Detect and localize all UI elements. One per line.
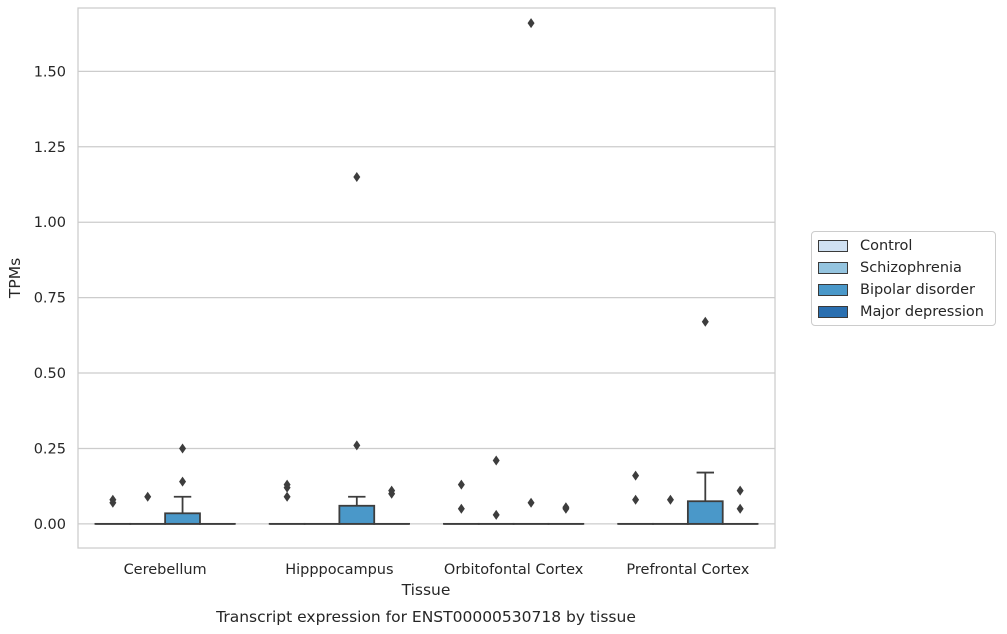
outlier-point-major-depression-prefrontal-cortex xyxy=(736,485,744,496)
legend-swatch-major-depression xyxy=(818,306,848,318)
y-tick-label: 0.00 xyxy=(34,517,66,533)
outlier-point-control-prefrontal-cortex xyxy=(632,494,640,505)
outliers-layer xyxy=(109,18,744,520)
outlier-point-major-depression-orbitofontal-cortex xyxy=(562,502,570,513)
x-tick-label-hipppocampus: Hipppocampus xyxy=(285,562,393,578)
outlier-point-control-orbitofontal-cortex xyxy=(457,479,465,490)
y-tick-label: 1.50 xyxy=(34,64,66,80)
outlier-point-schizophrenia-cerebellum xyxy=(144,491,152,502)
legend-swatch-bipolar-disorder xyxy=(818,284,848,296)
legend-item-bipolar-disorder: Bipolar disorder xyxy=(818,280,975,300)
outlier-point-schizophrenia-orbitofontal-cortex xyxy=(492,509,500,520)
legend-swatch-control xyxy=(818,240,848,252)
legend-swatch-schizophrenia xyxy=(818,262,848,274)
x-tick-labels: Cerebellum Hipppocampus Orbitofontal Corte… xyxy=(124,562,750,578)
y-tick-label: 0.25 xyxy=(34,441,66,457)
x-tick-label-prefrontal-cortex: Prefrontal Cortex xyxy=(626,562,749,578)
legend-label-control: Control xyxy=(860,238,913,254)
outlier-point-control-cerebellum xyxy=(109,494,117,505)
outlier-point-schizophrenia-prefrontal-cortex xyxy=(666,494,674,505)
legend-label-major-depression: Major depression xyxy=(860,304,984,320)
outlier-point-bipolar-disorder-cerebellum xyxy=(179,443,187,454)
outlier-point-schizophrenia-orbitofontal-cortex xyxy=(492,455,500,466)
outlier-point-major-depression-hipppocampus xyxy=(388,485,396,496)
outlier-point-major-depression-prefrontal-cortex xyxy=(736,503,744,514)
legend-label-bipolar-disorder: Bipolar disorder xyxy=(860,282,975,298)
y-tick-label: 0.75 xyxy=(34,291,66,307)
legend-item-major-depression: Major depression xyxy=(818,302,984,322)
outlier-point-bipolar-disorder-orbitofontal-cortex xyxy=(527,497,535,508)
outlier-point-control-prefrontal-cortex xyxy=(632,470,640,481)
legend-item-control: Control xyxy=(818,236,912,256)
x-tick-label-cerebellum: Cerebellum xyxy=(124,562,207,578)
y-tick-label: 1.00 xyxy=(34,215,66,231)
outlier-point-control-hipppocampus xyxy=(283,479,291,490)
legend: Control Schizophrenia Bipolar disorder M… xyxy=(811,231,996,326)
grid-layer xyxy=(78,70,775,525)
box-bipolar-disorder-hipppocampus xyxy=(338,504,376,525)
legend-item-schizophrenia: Schizophrenia xyxy=(818,258,962,278)
boxes-layer xyxy=(94,471,759,525)
y-tick-labels: 0.00 0.25 0.50 0.75 1.00 1.25 1.50 xyxy=(34,64,66,533)
outlier-point-control-orbitofontal-cortex xyxy=(457,503,465,514)
outlier-point-control-hipppocampus xyxy=(283,491,291,502)
box-bipolar-disorder-cerebellum xyxy=(164,512,201,525)
outlier-point-bipolar-disorder-hipppocampus xyxy=(353,440,361,451)
plot-frame xyxy=(77,7,776,549)
y-tick-label: 1.25 xyxy=(34,140,66,156)
y-axis-label: TPMs xyxy=(6,258,24,299)
x-tick-label-orbitofontal-cortex: Orbitofontal Cortex xyxy=(444,562,584,578)
y-tick-label: 0.50 xyxy=(34,366,66,382)
outlier-point-bipolar-disorder-orbitofontal-cortex xyxy=(527,18,535,29)
chart-caption: Transcript expression for ENST0000053071… xyxy=(215,608,636,626)
legend-label-schizophrenia: Schizophrenia xyxy=(860,260,962,276)
outlier-point-bipolar-disorder-prefrontal-cortex xyxy=(701,316,709,327)
outlier-point-bipolar-disorder-hipppocampus xyxy=(353,171,361,182)
outlier-point-bipolar-disorder-cerebellum xyxy=(179,476,187,487)
box-bipolar-disorder-prefrontal-cortex xyxy=(686,500,724,525)
x-axis-label: Tissue xyxy=(401,581,451,599)
